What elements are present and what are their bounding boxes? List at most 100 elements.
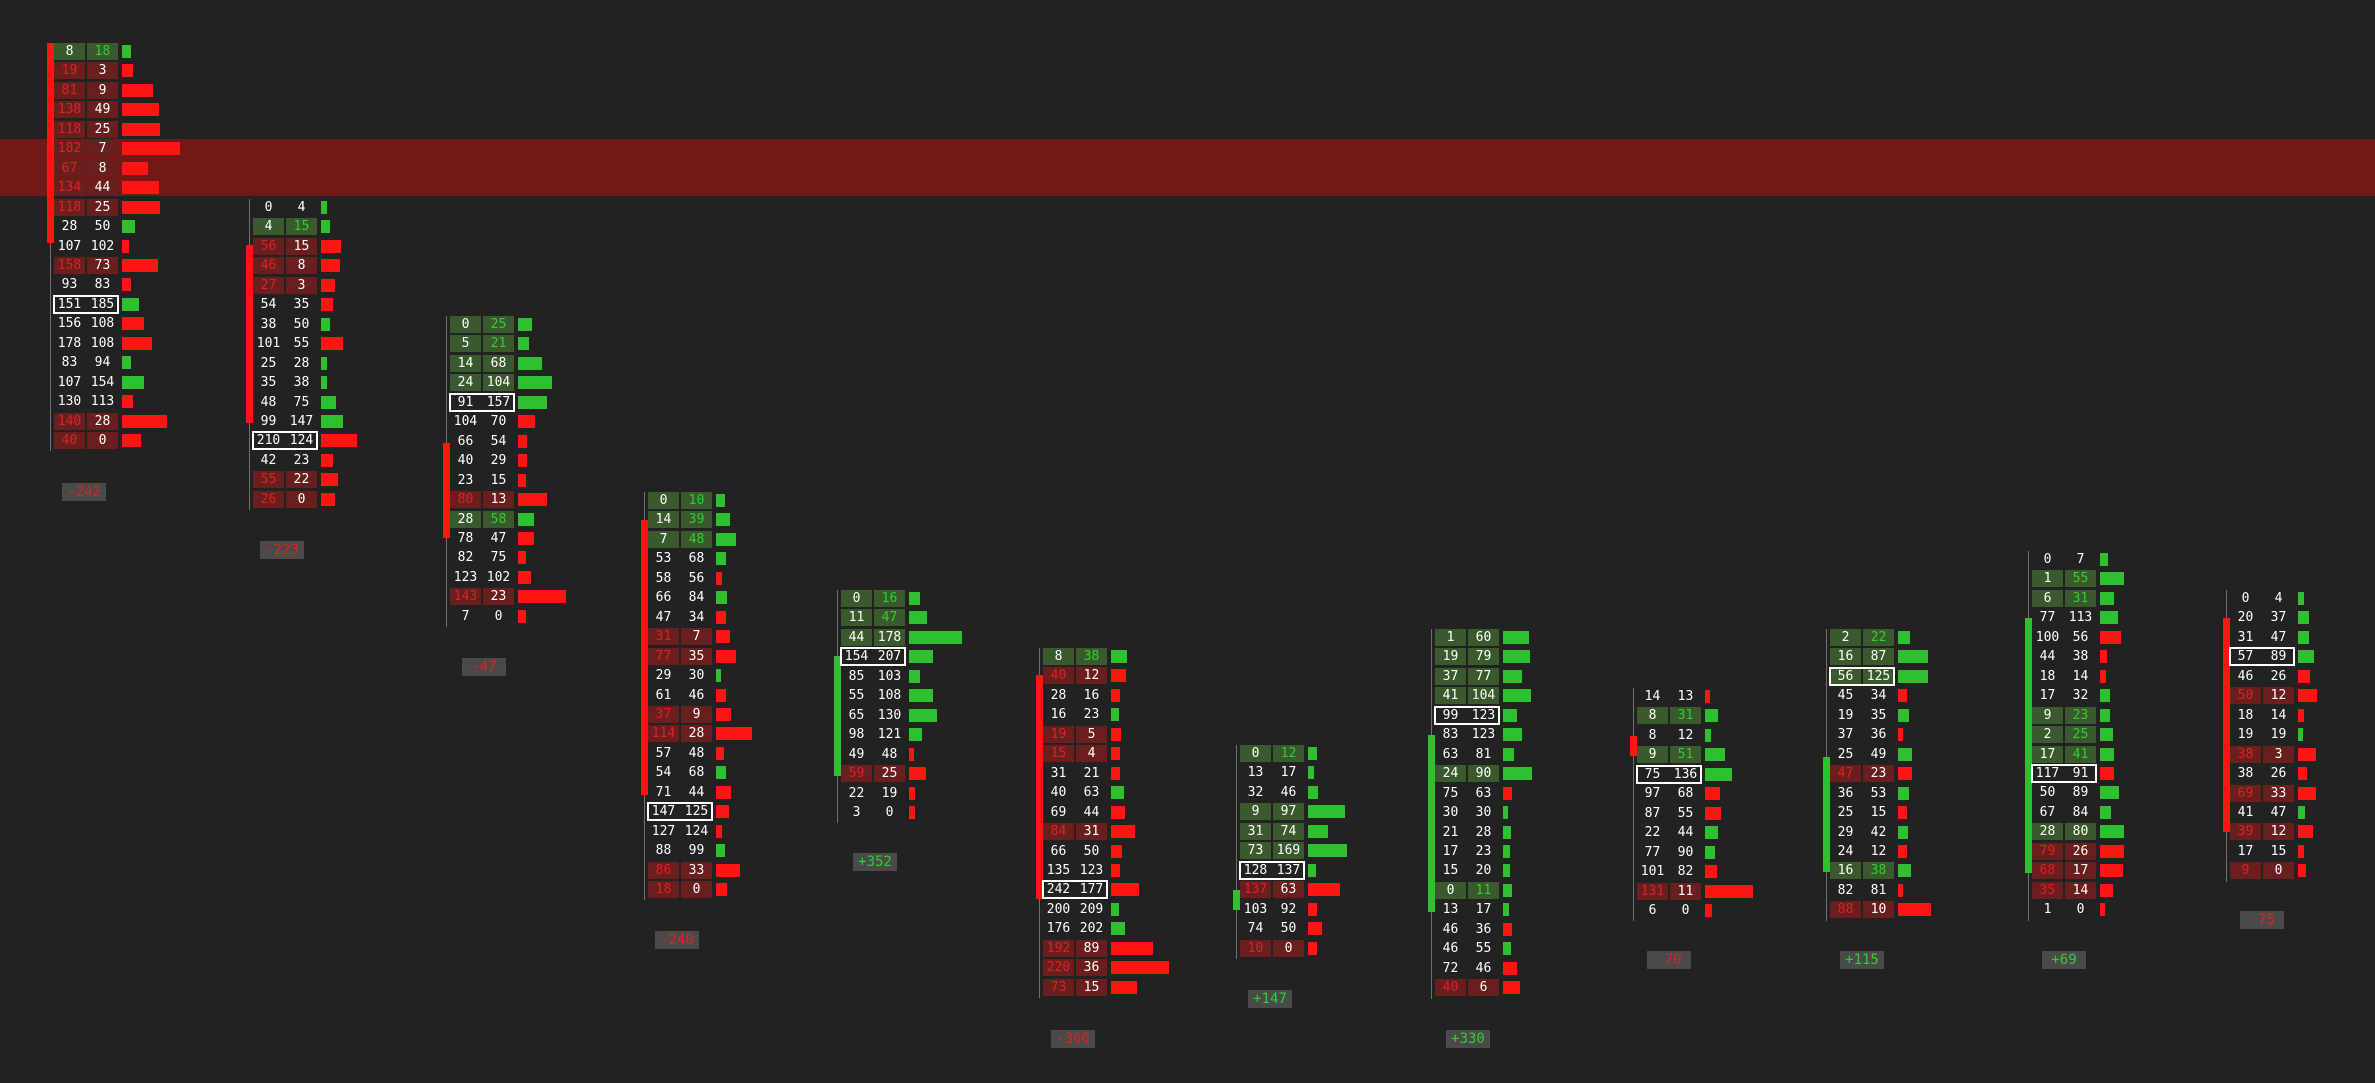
bid-volume: 77: [2039, 610, 2056, 626]
bid-volume: 11: [841, 609, 872, 627]
ask-volume: 11: [1670, 882, 1701, 900]
bid-volume: 1: [1435, 629, 1466, 646]
bid-imbalance-bar: [122, 142, 180, 156]
bar-range-line: [1236, 745, 1237, 959]
ask-volume: 35: [1870, 707, 1887, 723]
bid-imbalance-bar: [122, 239, 129, 253]
ask-imbalance-bar: [909, 728, 923, 742]
ask-volume: 5: [1076, 725, 1107, 743]
ask-imbalance-bar: [909, 708, 938, 722]
bid-volume: 135: [1046, 862, 1071, 878]
bid-volume: 37: [648, 705, 679, 723]
bid-imbalance-bar: [1705, 690, 1711, 703]
bid-imbalance-bar: [716, 785, 731, 799]
bid-imbalance-bar: [1111, 980, 1137, 994]
bid-volume: 118: [54, 120, 85, 138]
ask-imbalance-bar: [2298, 728, 2303, 742]
ask-volume: 44: [1677, 825, 1694, 841]
bid-imbalance-bar: [122, 395, 134, 409]
bid-volume: 27: [253, 276, 284, 294]
bear-body-bar: [641, 520, 648, 795]
ask-imbalance-bar: [1503, 825, 1511, 839]
bid-volume: 100: [2035, 629, 2060, 645]
ask-volume: 22: [1863, 629, 1894, 646]
ask-volume: 4: [297, 200, 306, 215]
ask-imbalance-bar: [909, 689, 934, 703]
bid-volume: 66: [655, 590, 672, 606]
ask-volume: 123: [1471, 727, 1496, 743]
ask-volume: 55: [1475, 941, 1492, 957]
bid-imbalance-bar: [122, 414, 168, 428]
bid-volume: 77: [1644, 844, 1661, 860]
point-of-control-box: [252, 431, 318, 451]
bid-imbalance-bar: [2298, 844, 2304, 858]
ask-imbalance-bar: [1111, 786, 1125, 800]
ask-volume: 157: [486, 394, 511, 410]
ask-imbalance-bar: [1503, 747, 1515, 761]
ask-imbalance-bar: [1503, 767, 1532, 781]
ask-volume: 60: [1468, 629, 1499, 646]
bar-delta-label: +147: [1248, 990, 1292, 1008]
ask-volume: 178: [874, 628, 905, 646]
bid-volume: 24: [450, 374, 481, 392]
bid-volume: 147: [651, 804, 676, 820]
bid-imbalance-bar: [2100, 630, 2121, 644]
bid-volume: 114: [648, 725, 679, 743]
ask-volume: 90: [1677, 844, 1694, 860]
bid-imbalance-bar: [2298, 747, 2316, 761]
ask-imbalance-bar: [1705, 826, 1718, 840]
ask-imbalance-bar: [321, 317, 331, 331]
ask-volume: 48: [681, 530, 712, 548]
ask-imbalance-bar: [909, 650, 934, 664]
ask-imbalance-bar: [1898, 650, 1929, 664]
bid-imbalance-bar: [321, 239, 341, 253]
bid-volume: 75: [1442, 785, 1459, 801]
bid-imbalance-bar: [1898, 903, 1931, 917]
bid-volume: 35: [260, 375, 277, 391]
ask-volume: 25: [483, 316, 514, 333]
bear-body-bar: [246, 245, 253, 423]
ask-imbalance-bar: [2100, 611, 2118, 625]
bid-volume: 2: [2032, 726, 2063, 744]
bid-volume: 68: [2032, 862, 2063, 880]
ask-volume: 28: [1475, 824, 1492, 840]
bid-imbalance-bar: [2100, 844, 2125, 858]
ask-imbalance-bar: [909, 669, 921, 683]
bid-volume: 107: [57, 238, 82, 254]
ask-imbalance-bar: [2100, 728, 2114, 742]
bid-imbalance-bar: [122, 258, 158, 272]
ask-volume: 37: [2270, 610, 2287, 626]
ask-volume: 36: [1076, 959, 1107, 977]
ask-volume: 56: [2072, 629, 2089, 645]
ask-imbalance-bar: [321, 376, 328, 390]
bid-imbalance-bar: [1898, 767, 1912, 781]
bid-volume: 67: [54, 159, 85, 177]
bid-volume: 21: [1442, 824, 1459, 840]
ask-volume: 94: [94, 355, 111, 371]
bar-delta-label: +330: [1446, 1030, 1490, 1048]
ask-volume: 63: [1475, 785, 1492, 801]
bid-volume: 128: [1243, 862, 1268, 878]
bid-volume: 4: [253, 218, 284, 236]
bid-volume: 8: [54, 43, 85, 60]
bid-imbalance-bar: [1705, 903, 1713, 917]
bid-imbalance-bar: [122, 83, 153, 97]
bid-volume: 36: [1837, 785, 1854, 801]
ask-volume: 8: [87, 159, 118, 177]
bid-volume: 81: [54, 81, 85, 99]
bear-body-bar: [1630, 736, 1637, 756]
bid-volume: 242: [1046, 882, 1071, 898]
ask-volume: 50: [293, 316, 310, 332]
ask-volume: 15: [2270, 843, 2287, 859]
ask-imbalance-bar: [716, 494, 725, 507]
bid-imbalance-bar: [1111, 825, 1136, 839]
ask-imbalance-bar: [1308, 863, 1317, 877]
bid-volume: 83: [61, 355, 78, 371]
bid-volume: 22: [1644, 825, 1661, 841]
ask-volume: 20: [1475, 863, 1492, 879]
ask-imbalance-bar: [1111, 708, 1119, 722]
bid-imbalance-bar: [518, 493, 548, 507]
ask-volume: 15: [1870, 805, 1887, 821]
ask-volume: 14: [2065, 881, 2096, 899]
